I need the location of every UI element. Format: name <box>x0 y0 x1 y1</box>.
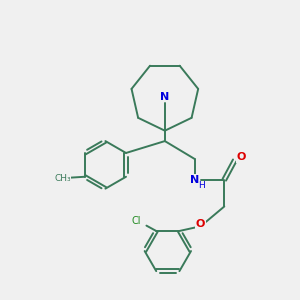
Text: Cl: Cl <box>132 216 141 226</box>
Text: CH₃: CH₃ <box>54 174 71 183</box>
Text: H: H <box>198 181 205 190</box>
Text: O: O <box>196 219 205 229</box>
Text: N: N <box>190 175 199 185</box>
Text: N: N <box>160 92 170 101</box>
Text: O: O <box>237 152 246 162</box>
